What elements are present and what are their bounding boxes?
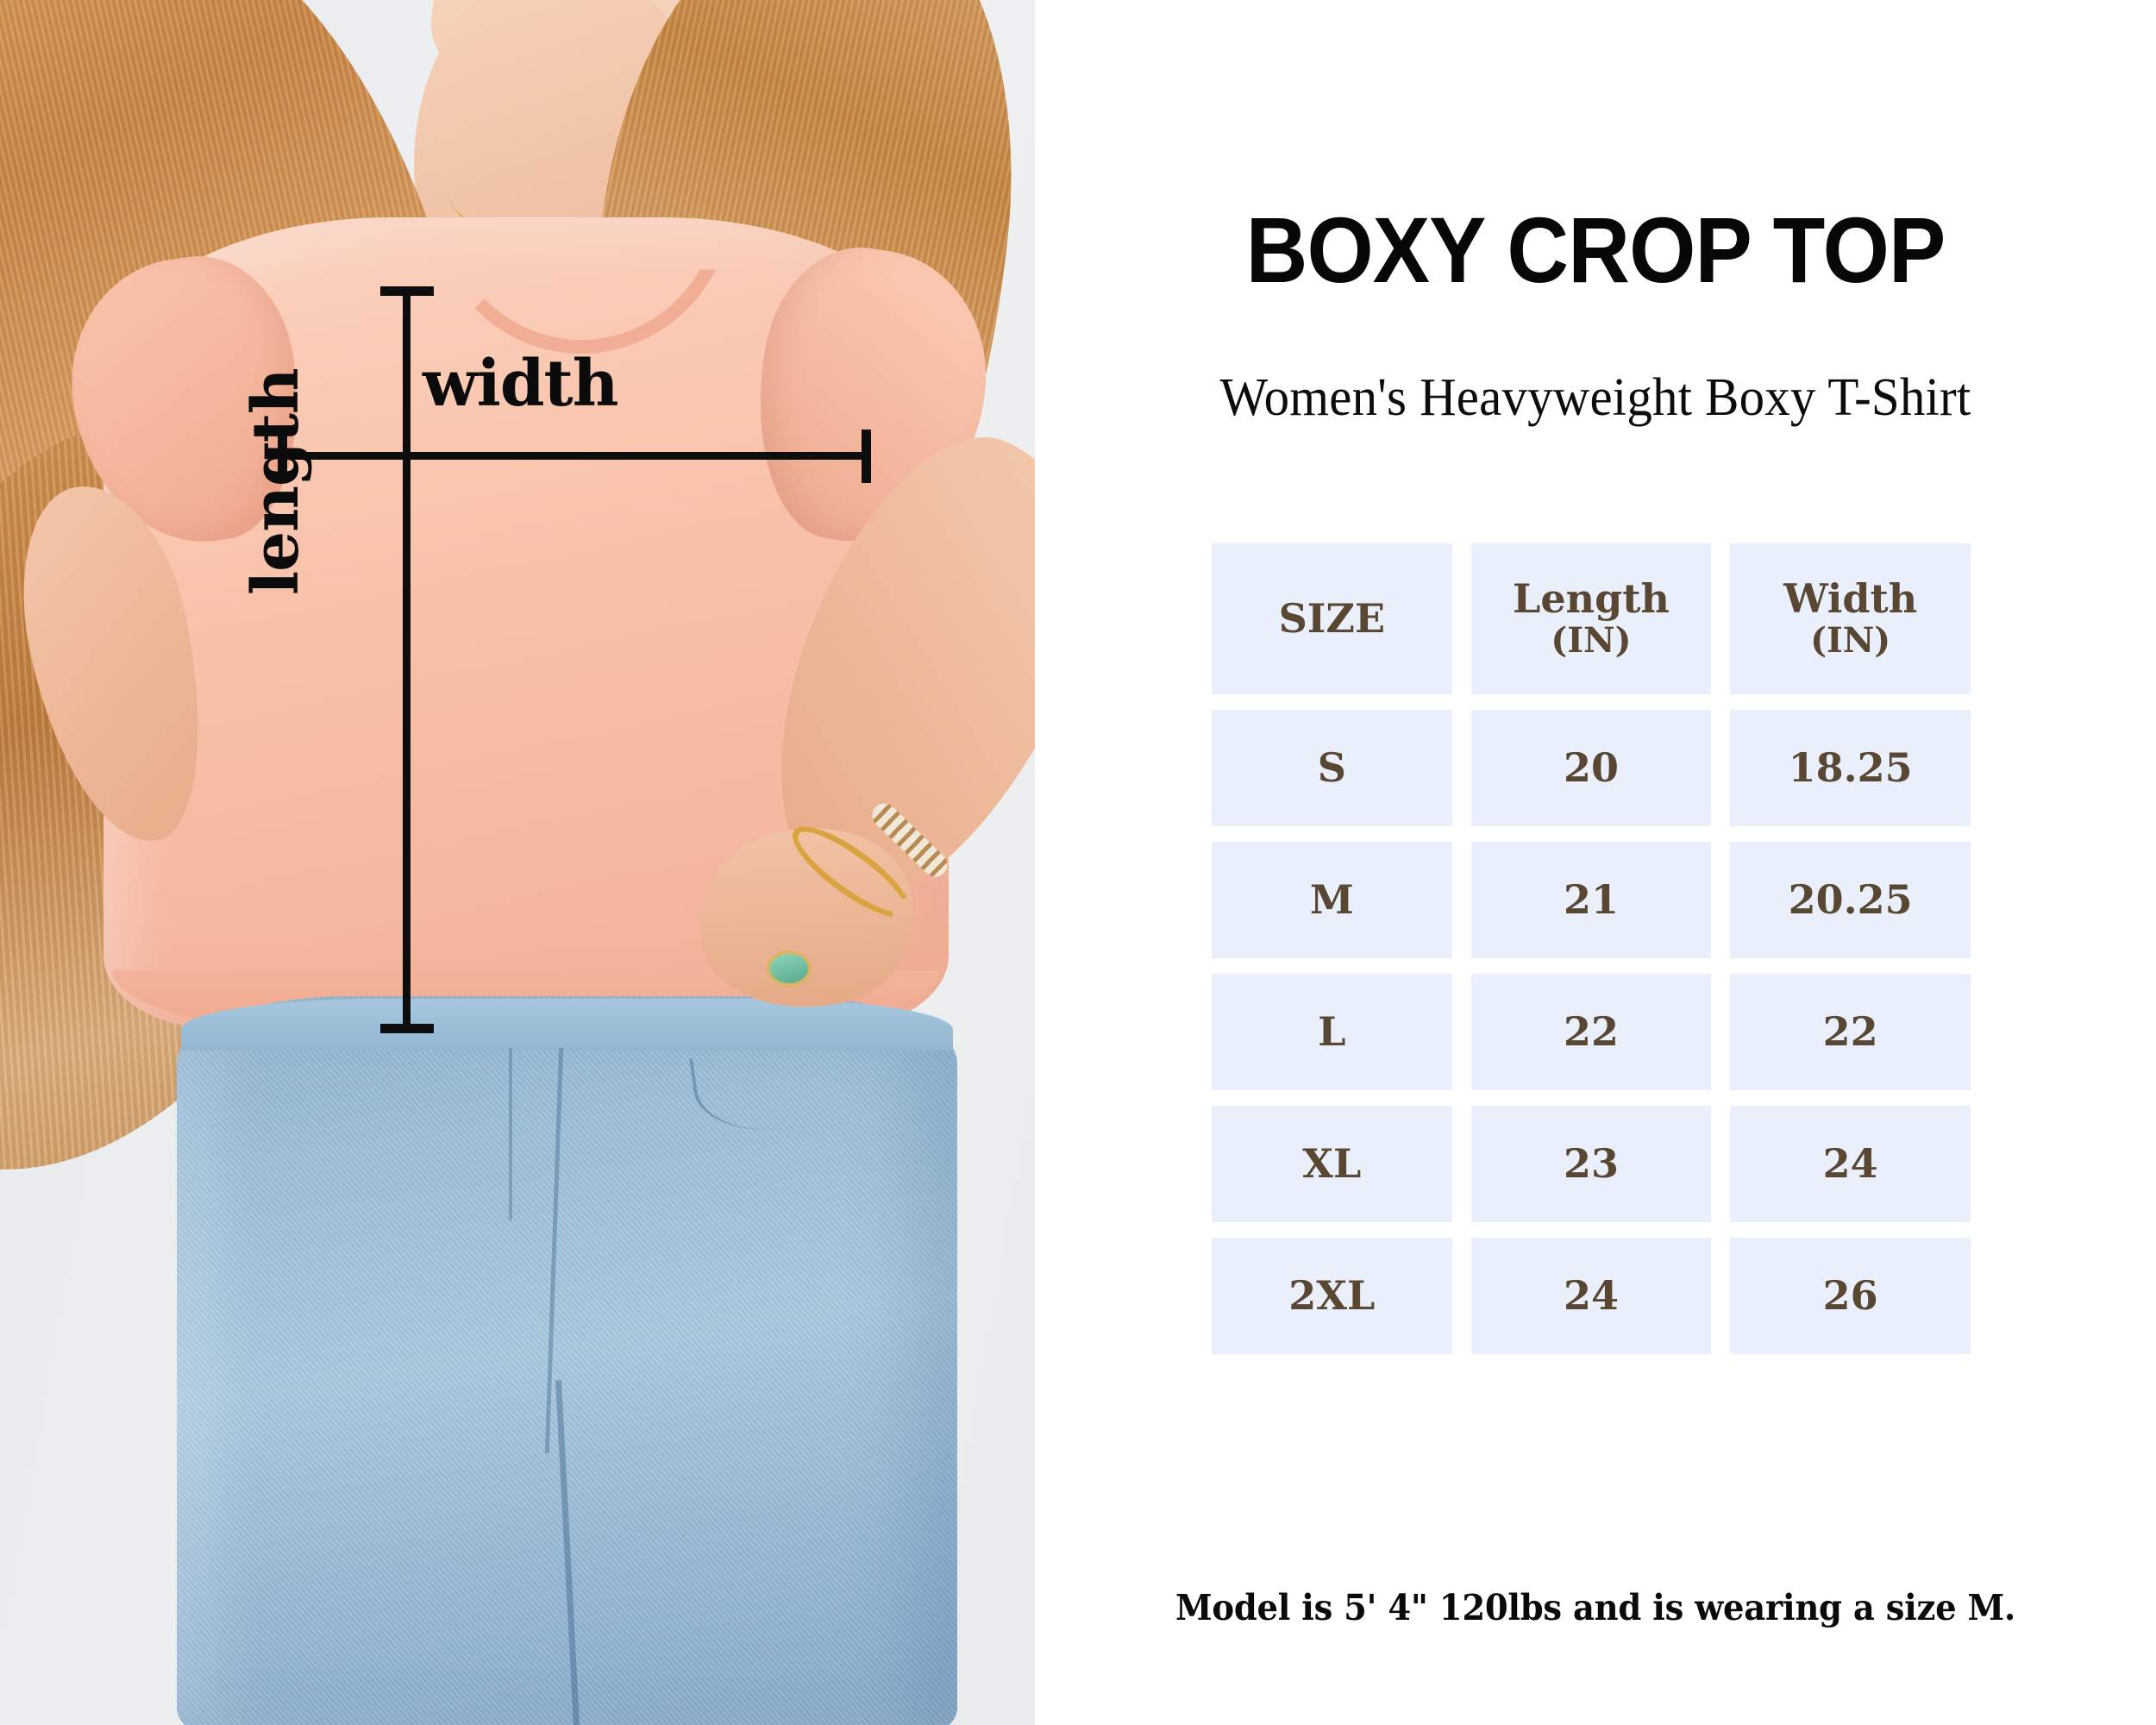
turquoise-ring (770, 954, 808, 983)
page-title: BOXY CROP TOP (1245, 198, 1946, 302)
cell-width: 24 (1822, 1139, 1878, 1187)
table-row: 24 (1470, 1238, 1712, 1354)
table-row: XL (1212, 1106, 1452, 1222)
table-row: 23 (1470, 1106, 1712, 1222)
width-measure-cap-left (278, 430, 287, 483)
table-row: 22 (1730, 974, 1971, 1090)
table-row: 22 (1470, 974, 1712, 1090)
cell-size: S (1317, 743, 1346, 791)
cell-width: 20.25 (1788, 875, 1913, 923)
cell-size: XL (1302, 1139, 1362, 1187)
table-row: L (1212, 974, 1452, 1090)
table-header-length: Length (IN) (1470, 543, 1712, 694)
header-label: SIZE (1278, 594, 1386, 642)
length-label: length (239, 368, 313, 595)
table-header-size: SIZE (1212, 543, 1452, 694)
header-label: Length (1513, 575, 1670, 623)
table-row: 20 (1470, 710, 1712, 826)
cell-size: L (1318, 1007, 1346, 1055)
info-panel: BOXY CROP TOP Women's Heavyweight Boxy T… (1035, 0, 2156, 1725)
length-measure-cap-bottom (380, 1024, 434, 1033)
cell-length: 24 (1563, 1271, 1619, 1319)
model-photo: width length (0, 0, 1035, 1725)
width-measure-cap-right (862, 430, 871, 483)
length-measure-cap-top (380, 286, 434, 296)
table-row: 26 (1730, 1238, 1971, 1354)
header-unit: (IN) (1551, 619, 1632, 661)
header-unit: (IN) (1810, 619, 1891, 661)
cell-size: M (1309, 875, 1354, 923)
cell-width: 26 (1822, 1271, 1878, 1319)
length-measure-line (403, 286, 411, 1033)
table-row: 18.25 (1730, 710, 1971, 826)
table-row: 20.25 (1730, 842, 1971, 958)
size-chart-table: SIZE Length (IN) Width (IN) S 20 18.25 M… (1212, 543, 1971, 1354)
jeans-fly (509, 1048, 512, 1220)
cell-length: 20 (1563, 743, 1619, 791)
cell-length: 21 (1563, 875, 1619, 923)
table-header-width: Width (IN) (1730, 543, 1971, 694)
cell-width: 22 (1822, 1007, 1878, 1055)
table-row: M (1212, 842, 1452, 958)
jeans (177, 996, 957, 1725)
cell-length: 22 (1563, 1007, 1619, 1055)
width-label: width (423, 347, 619, 421)
table-row: 2XL (1212, 1238, 1452, 1354)
cell-size: 2XL (1288, 1271, 1376, 1319)
jeans-waistband (181, 999, 953, 1051)
table-row: 24 (1730, 1106, 1971, 1222)
cell-width: 18.25 (1788, 743, 1913, 791)
cell-length: 23 (1563, 1139, 1619, 1187)
header-label: Width (1783, 575, 1918, 623)
page-subtitle: Women's Heavyweight Boxy T-Shirt (1219, 368, 1971, 427)
table-row: S (1212, 710, 1452, 826)
width-measure-line (278, 452, 871, 460)
table-row: 21 (1470, 842, 1712, 958)
model-note: Model is 5' 4" 120lbs and is wearing a s… (1175, 1587, 2015, 1628)
